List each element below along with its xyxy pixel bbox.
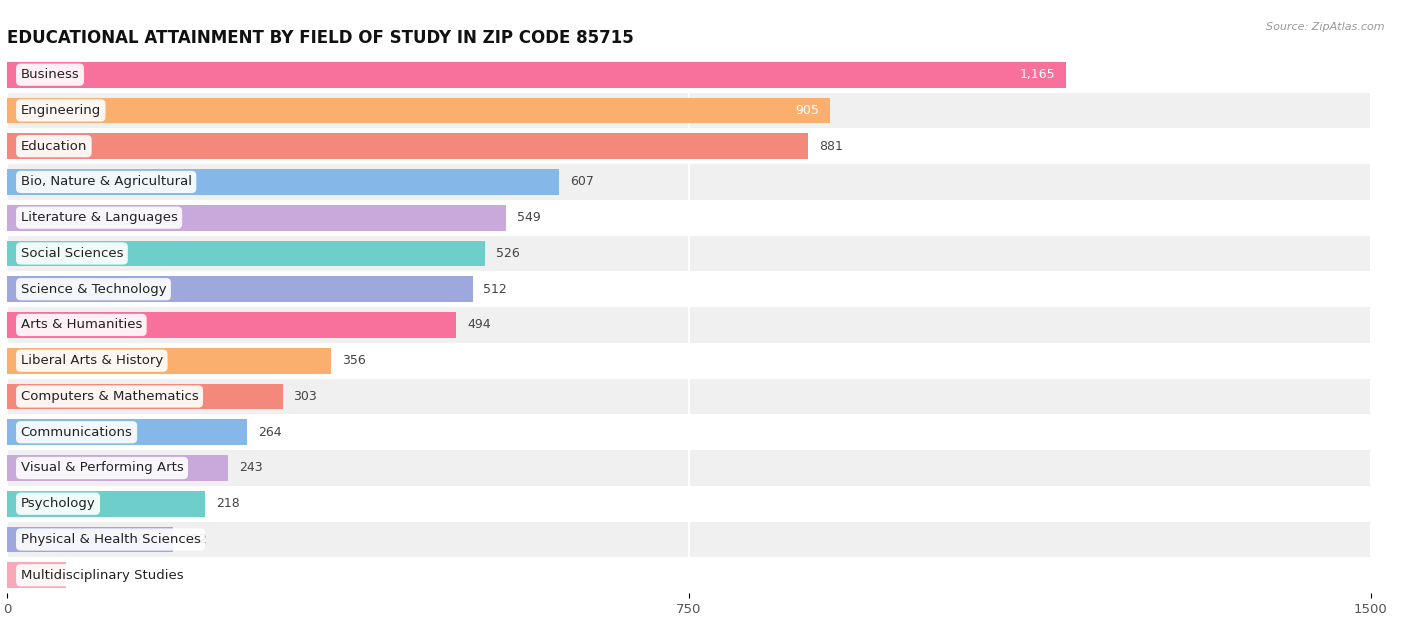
Bar bbox=[7, 522, 1371, 557]
Text: Computers & Mathematics: Computers & Mathematics bbox=[21, 390, 198, 403]
Bar bbox=[7, 384, 283, 410]
Bar bbox=[7, 527, 173, 552]
Text: 218: 218 bbox=[217, 497, 240, 510]
Text: 243: 243 bbox=[239, 461, 263, 475]
Text: 881: 881 bbox=[818, 139, 842, 153]
Text: Arts & Humanities: Arts & Humanities bbox=[21, 319, 142, 331]
Text: 182: 182 bbox=[183, 533, 207, 546]
Text: 526: 526 bbox=[496, 247, 520, 260]
Text: Science & Technology: Science & Technology bbox=[21, 283, 166, 296]
Text: 264: 264 bbox=[257, 426, 281, 439]
Text: 549: 549 bbox=[517, 211, 541, 224]
Text: Social Sciences: Social Sciences bbox=[21, 247, 124, 260]
Bar bbox=[7, 240, 485, 266]
Text: Physical & Health Sciences: Physical & Health Sciences bbox=[21, 533, 201, 546]
Text: 1,165: 1,165 bbox=[1019, 68, 1056, 81]
Bar bbox=[7, 271, 1371, 307]
Text: Communications: Communications bbox=[21, 426, 132, 439]
Bar bbox=[7, 450, 1371, 486]
Text: EDUCATIONAL ATTAINMENT BY FIELD OF STUDY IN ZIP CODE 85715: EDUCATIONAL ATTAINMENT BY FIELD OF STUDY… bbox=[7, 29, 634, 47]
Bar bbox=[7, 491, 205, 517]
Text: 356: 356 bbox=[342, 354, 366, 367]
Text: Psychology: Psychology bbox=[21, 497, 96, 510]
Bar bbox=[7, 164, 1371, 200]
Bar bbox=[7, 128, 1371, 164]
Bar bbox=[7, 57, 1371, 93]
Text: Multidisciplinary Studies: Multidisciplinary Studies bbox=[21, 569, 183, 582]
Text: Source: ZipAtlas.com: Source: ZipAtlas.com bbox=[1267, 22, 1385, 32]
Text: Engineering: Engineering bbox=[21, 104, 101, 117]
Bar bbox=[7, 93, 1371, 128]
Text: Visual & Performing Arts: Visual & Performing Arts bbox=[21, 461, 183, 475]
Bar bbox=[7, 133, 808, 159]
Text: 512: 512 bbox=[484, 283, 508, 296]
Bar bbox=[7, 98, 830, 123]
Bar bbox=[7, 379, 1371, 415]
Text: 494: 494 bbox=[467, 319, 491, 331]
Bar bbox=[7, 307, 1371, 343]
Bar bbox=[7, 200, 1371, 235]
Bar bbox=[7, 169, 560, 195]
Bar bbox=[7, 312, 456, 338]
Bar bbox=[7, 348, 330, 374]
Bar bbox=[7, 235, 1371, 271]
Text: 905: 905 bbox=[794, 104, 818, 117]
Bar bbox=[7, 415, 1371, 450]
Bar bbox=[7, 276, 472, 302]
Bar bbox=[7, 62, 1066, 88]
Text: Business: Business bbox=[21, 68, 79, 81]
Bar bbox=[7, 562, 66, 588]
Text: 303: 303 bbox=[294, 390, 318, 403]
Text: 65: 65 bbox=[77, 569, 93, 582]
Bar bbox=[7, 557, 1371, 593]
Bar bbox=[7, 420, 247, 445]
Bar bbox=[7, 205, 506, 230]
Text: Bio, Nature & Agricultural: Bio, Nature & Agricultural bbox=[21, 175, 191, 189]
Text: Literature & Languages: Literature & Languages bbox=[21, 211, 177, 224]
Text: 607: 607 bbox=[569, 175, 593, 189]
Bar bbox=[7, 455, 228, 481]
Text: Liberal Arts & History: Liberal Arts & History bbox=[21, 354, 163, 367]
Bar bbox=[7, 343, 1371, 379]
Text: Education: Education bbox=[21, 139, 87, 153]
Bar bbox=[7, 486, 1371, 522]
